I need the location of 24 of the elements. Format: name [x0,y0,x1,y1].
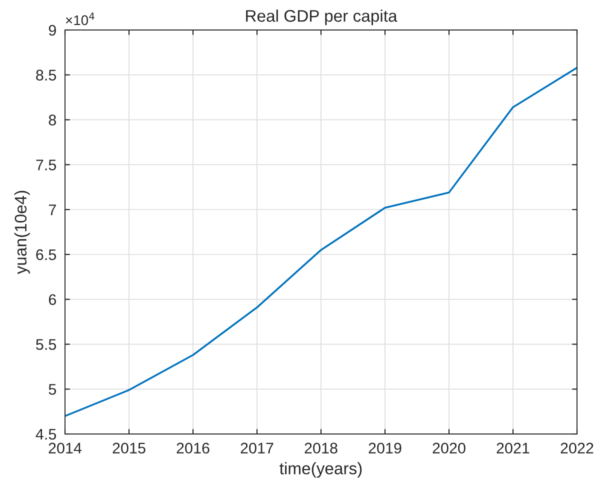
y-tick-label: 5.5 [36,339,56,350]
y-tick-label: 8.5 [36,70,56,81]
x-axis-title: time(years) [280,462,362,478]
x-tick-label: 2020 [432,442,466,454]
x-tick-label: 2016 [176,442,210,454]
y-axis-title: yuan(10e4) [14,190,30,274]
line-series [65,66,577,417]
y-tick-label: 7 [48,204,56,216]
x-tick-label: 2014 [48,442,82,454]
x-tick-label: 2018 [304,442,338,454]
y-tick-label: 5 [48,384,56,395]
chart-title: Real GDP per capita [246,10,398,26]
x-tick-label: 2015 [112,442,146,454]
y-tick-label: 8 [48,114,56,126]
y-tick-label: 6.5 [36,249,56,260]
x-tick-label: 2019 [368,442,402,454]
x-tick-label: 2022 [560,442,594,454]
x-tick-label: 2017 [240,442,274,454]
x-tick-label: 2021 [496,442,530,454]
y-tick-label: 9 [48,24,56,36]
y-tick-label: 4.5 [36,429,56,440]
y-tick-label: 7.5 [36,160,56,170]
y-tick-label: 6 [48,294,56,306]
text: ×10$^{4}$ [66,12,94,26]
